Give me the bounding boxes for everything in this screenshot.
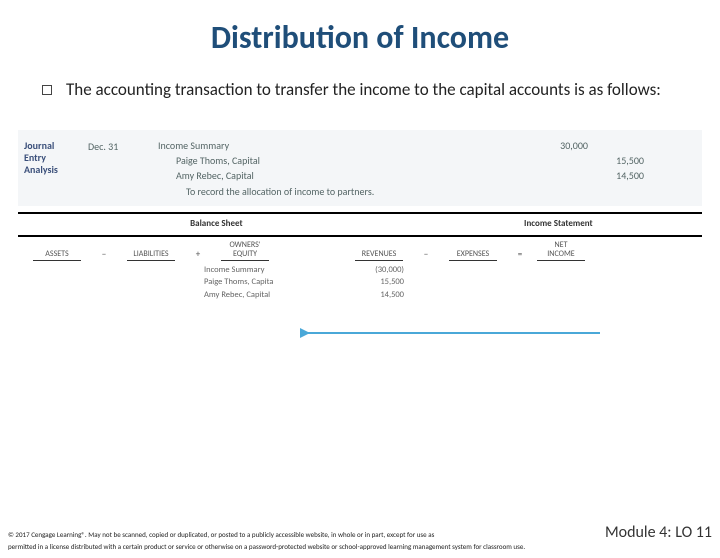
eq-expenses: EXPENSES xyxy=(449,249,497,261)
eq-op-equals: = xyxy=(512,249,528,261)
eq-liabilities: LIABILITIES xyxy=(127,249,175,261)
accounting-equation: ASSETS − LIABILITIES + OWNERS' EQUITY RE… xyxy=(18,241,702,261)
bullet-item: The accounting transaction to transfer t… xyxy=(0,79,720,102)
equity-detail-row: Income Summary (30,000) xyxy=(204,264,404,277)
account-line: Income Summary xyxy=(158,138,522,153)
journal-entry-label: Journal Entry Analysis xyxy=(18,138,88,176)
eq-assets: ASSETS xyxy=(33,249,81,261)
eq-equity: EQUITY xyxy=(221,250,269,261)
eq-op-minus: − xyxy=(96,249,112,261)
module-label: Module 4: LO 11 xyxy=(605,523,712,542)
statement-labels: Balance Sheet Income Statement xyxy=(18,218,702,229)
journal-amounts: 30,000 15,500 14,500 xyxy=(522,138,702,183)
divider xyxy=(18,212,702,214)
copyright-text: © 2017 Cengage Learning®. May not be sca… xyxy=(8,531,605,540)
eq-op-plus: + xyxy=(190,249,206,261)
account-line: Paige Thoms, Capital xyxy=(158,153,522,168)
credit-amount: 14,500 xyxy=(522,168,644,183)
page-title: Distribution of Income xyxy=(0,18,720,57)
bullet-text: The accounting transaction to transfer t… xyxy=(66,79,661,102)
equity-detail: Income Summary (30,000) Paige Thoms, Cap… xyxy=(18,264,702,302)
credit-amount: 15,500 xyxy=(522,153,644,168)
journal-date: Dec. 31 xyxy=(88,138,158,153)
divider xyxy=(18,235,702,237)
eq-income: INCOME xyxy=(537,250,585,261)
journal-figure: Journal Entry Analysis Dec. 31 Income Su… xyxy=(18,130,702,302)
copyright-text: permitted in a license distributed with … xyxy=(8,543,712,552)
equity-detail-row: Paige Thoms, Capita 15,500 xyxy=(204,276,404,289)
journal-description: To record the allocation of income to pa… xyxy=(158,185,522,198)
income-statement-label: Income Statement xyxy=(415,218,702,229)
eq-revenues: REVENUES xyxy=(355,249,403,261)
eq-op-minus: − xyxy=(418,249,434,261)
journal-accounts: Income Summary Paige Thoms, Capital Amy … xyxy=(158,138,522,198)
account-line: Amy Rebec, Capital xyxy=(158,168,522,183)
equity-detail-row: Amy Rebec, Capital 14,500 xyxy=(204,289,404,302)
footer: © 2017 Cengage Learning®. May not be sca… xyxy=(8,523,712,552)
flow-arrow xyxy=(300,325,600,337)
balance-sheet-label: Balance Sheet xyxy=(18,218,415,229)
bullet-marker xyxy=(42,85,52,95)
debit-amount: 30,000 xyxy=(522,138,644,153)
journal-entry-band: Journal Entry Analysis Dec. 31 Income Su… xyxy=(18,130,702,206)
